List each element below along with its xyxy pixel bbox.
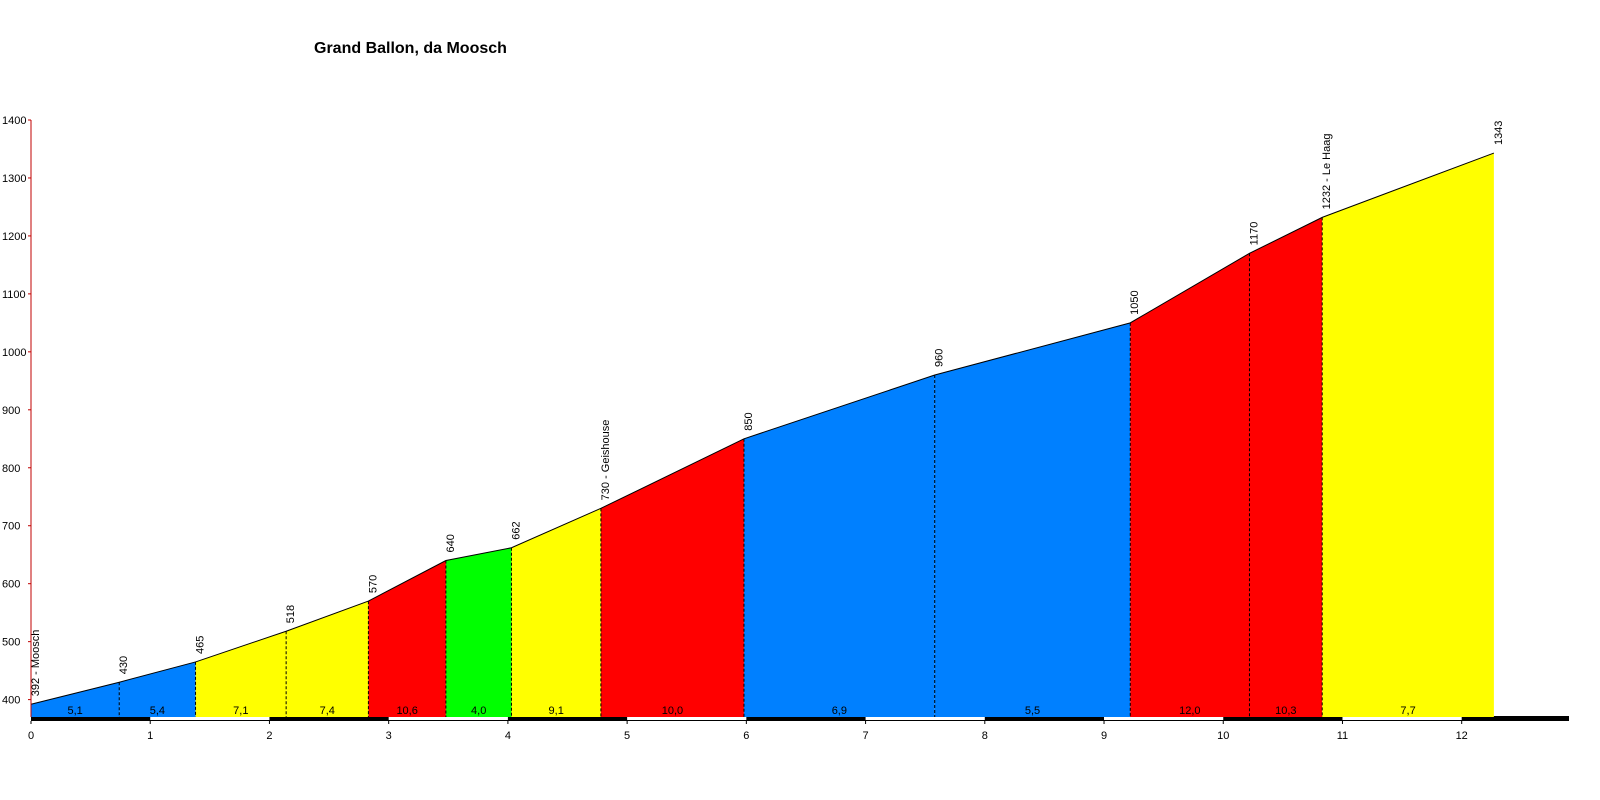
point-label: 392 - Moosch xyxy=(30,630,42,697)
km-bar xyxy=(31,716,1569,721)
km-bar-white xyxy=(865,717,985,720)
y-tick-label: 600 xyxy=(2,579,20,591)
gradient-label: 7,7 xyxy=(1400,705,1415,717)
y-tick-label: 400 xyxy=(2,695,20,707)
km-bar-white xyxy=(1342,717,1462,720)
y-tick-label: 500 xyxy=(2,637,20,649)
point-label: 1343 xyxy=(1493,121,1505,145)
gradient-label: 12,0 xyxy=(1179,705,1200,717)
point-label: 662 xyxy=(510,521,522,539)
y-tick-label: 1400 xyxy=(2,115,26,127)
x-tick-label: 6 xyxy=(743,730,749,742)
gradient-label: 10,0 xyxy=(662,705,683,717)
y-tick-label: 1000 xyxy=(2,347,26,359)
gradient-segment xyxy=(1249,217,1323,717)
gradient-segment xyxy=(1130,253,1250,718)
gradient-segment xyxy=(195,631,287,717)
point-label: 960 xyxy=(934,349,946,367)
point-label: 640 xyxy=(445,534,457,552)
gradient-segment xyxy=(368,560,446,717)
x-tick-label: 8 xyxy=(982,730,988,742)
gradient-label: 5,5 xyxy=(1025,705,1040,717)
x-tick-label: 3 xyxy=(386,730,392,742)
point-label: 730 - Geishouse xyxy=(600,420,612,501)
gradient-segment xyxy=(119,661,196,717)
gradient-label: 7,4 xyxy=(320,705,335,717)
gradient-segment xyxy=(31,682,120,717)
point-label: 1050 xyxy=(1129,290,1141,314)
point-label: 465 xyxy=(195,636,207,654)
x-tick-label: 5 xyxy=(624,730,630,742)
gradient-label: 9,1 xyxy=(549,705,564,717)
gradient-segment xyxy=(743,375,935,717)
y-tick-label: 800 xyxy=(2,463,20,475)
gradient-label: 4,0 xyxy=(471,705,486,717)
x-tick-label: 11 xyxy=(1337,730,1348,742)
gradient-segment xyxy=(511,508,601,717)
x-tick-label: 2 xyxy=(266,730,272,742)
gradient-label: 7,1 xyxy=(233,705,248,717)
point-label: 570 xyxy=(367,575,379,593)
point-label: 430 xyxy=(118,656,130,674)
profile-line xyxy=(30,152,1495,705)
point-label: 1232 - Le Haag xyxy=(1321,134,1333,210)
chart-title: Grand Ballon, da Moosch xyxy=(314,40,507,57)
gradient-label: 10,6 xyxy=(396,705,417,717)
x-tick-label: 7 xyxy=(863,730,869,742)
gradient-segment xyxy=(600,438,744,717)
x-tick-label: 12 xyxy=(1456,730,1468,742)
point-label: 518 xyxy=(285,605,297,623)
km-bar-white xyxy=(150,717,270,720)
x-tick-label: 1 xyxy=(147,730,153,742)
km-bar-white xyxy=(627,717,747,720)
gradient-segment xyxy=(286,601,369,717)
gradient-label: 5,1 xyxy=(67,705,82,717)
gradient-label: 10,3 xyxy=(1275,705,1296,717)
y-tick-label: 700 xyxy=(2,521,20,533)
gradient-label: 5,4 xyxy=(150,705,165,717)
y-tick-label: 1100 xyxy=(2,289,26,301)
gradient-segment xyxy=(445,547,512,717)
point-label: 1170 xyxy=(1248,222,1260,246)
gradient-segment xyxy=(1322,153,1494,718)
gradient-label: 6,9 xyxy=(832,705,847,717)
km-bar-white xyxy=(1104,717,1224,720)
km-bar-white xyxy=(388,717,508,720)
x-tick-label: 9 xyxy=(1101,730,1107,742)
y-tick-label: 1300 xyxy=(2,173,26,185)
y-tick-label: 1200 xyxy=(2,231,26,243)
x-tick-label: 4 xyxy=(505,730,511,742)
point-label: 850 xyxy=(743,412,755,430)
x-tick-label: 0 xyxy=(28,730,34,742)
x-tick-label: 10 xyxy=(1217,730,1229,742)
gradient-segment xyxy=(934,322,1131,717)
y-tick-label: 900 xyxy=(2,405,20,417)
